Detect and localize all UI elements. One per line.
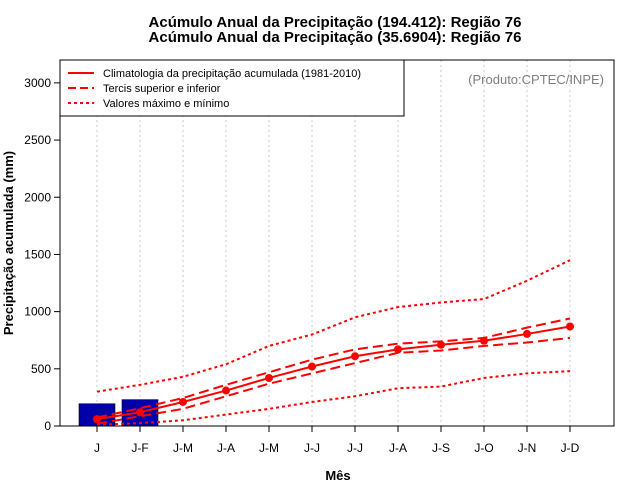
y-tick-label: 1000 (24, 305, 51, 319)
legend-label: Tercis superior e inferior (103, 83, 221, 95)
climatology-point (351, 352, 359, 361)
y-tick-label: 0 (44, 419, 51, 433)
series-line (96, 317, 571, 419)
series-line (96, 259, 571, 393)
y-axis-label: Precipitação acumulada (mm) (1, 151, 16, 335)
x-tick-label: J-J (347, 441, 363, 455)
climatology-point (437, 340, 445, 349)
legend-box (59, 59, 405, 117)
legend: Climatologia da precipitação acumulada (… (59, 59, 405, 117)
x-tick-label: J-F (131, 441, 148, 455)
chart-title-line-2: Acúmulo Anual da Precipitação (35.6904):… (149, 29, 522, 46)
y-tick-label: 2000 (24, 190, 51, 204)
chart-title-line-1: Acúmulo Anual da Precipitação (194.412):… (149, 14, 522, 31)
climatology-point (136, 408, 144, 417)
climatology-point (480, 336, 488, 345)
climatology-point (222, 386, 230, 395)
chart-title: Acúmulo Anual da Precipitação (194.412):… (149, 14, 522, 46)
y-tick-label: 1500 (24, 247, 51, 261)
y-tick-label: 2500 (24, 133, 51, 147)
climatology-point (179, 397, 187, 406)
y-axis: 0 500 1000 1500 2000 2500 3000 (24, 60, 61, 433)
climatology-point (523, 329, 531, 338)
x-axis: J J-F J-M J-A J-M J-J J-J J-A J-S J-O J-N J-D (94, 426, 580, 455)
x-tick-label: J-M (259, 441, 279, 455)
climatology-point (308, 362, 316, 371)
climatology-point (93, 415, 101, 424)
x-tick-label: J (94, 441, 100, 455)
x-tick-label: J-D (561, 441, 580, 455)
series-lines (93, 259, 574, 426)
x-tick-label: J-A (389, 441, 407, 455)
y-tick-label: 500 (31, 362, 51, 376)
climatology-point (394, 345, 402, 354)
series-line (96, 336, 571, 425)
x-tick-label: J-M (173, 441, 193, 455)
x-tick-label: J-O (474, 441, 493, 455)
x-tick-label: J-A (217, 441, 235, 455)
series-line (96, 370, 571, 426)
x-tick-label: J-N (518, 441, 537, 455)
climatology-point (265, 373, 273, 382)
series-line (96, 325, 571, 421)
source-note: (Produto:CPTEC/INPE) (468, 72, 604, 87)
y-tick-label: 3000 (24, 76, 51, 90)
x-tick-label: J-J (304, 441, 320, 455)
legend-label: Valores máximo e mínimo (103, 98, 229, 110)
legend-label: Climatologia da precipitação acumulada (… (103, 68, 361, 80)
x-axis-label: Mês (325, 468, 350, 483)
climatology-point (566, 322, 574, 331)
x-tick-label: J-S (432, 441, 450, 455)
